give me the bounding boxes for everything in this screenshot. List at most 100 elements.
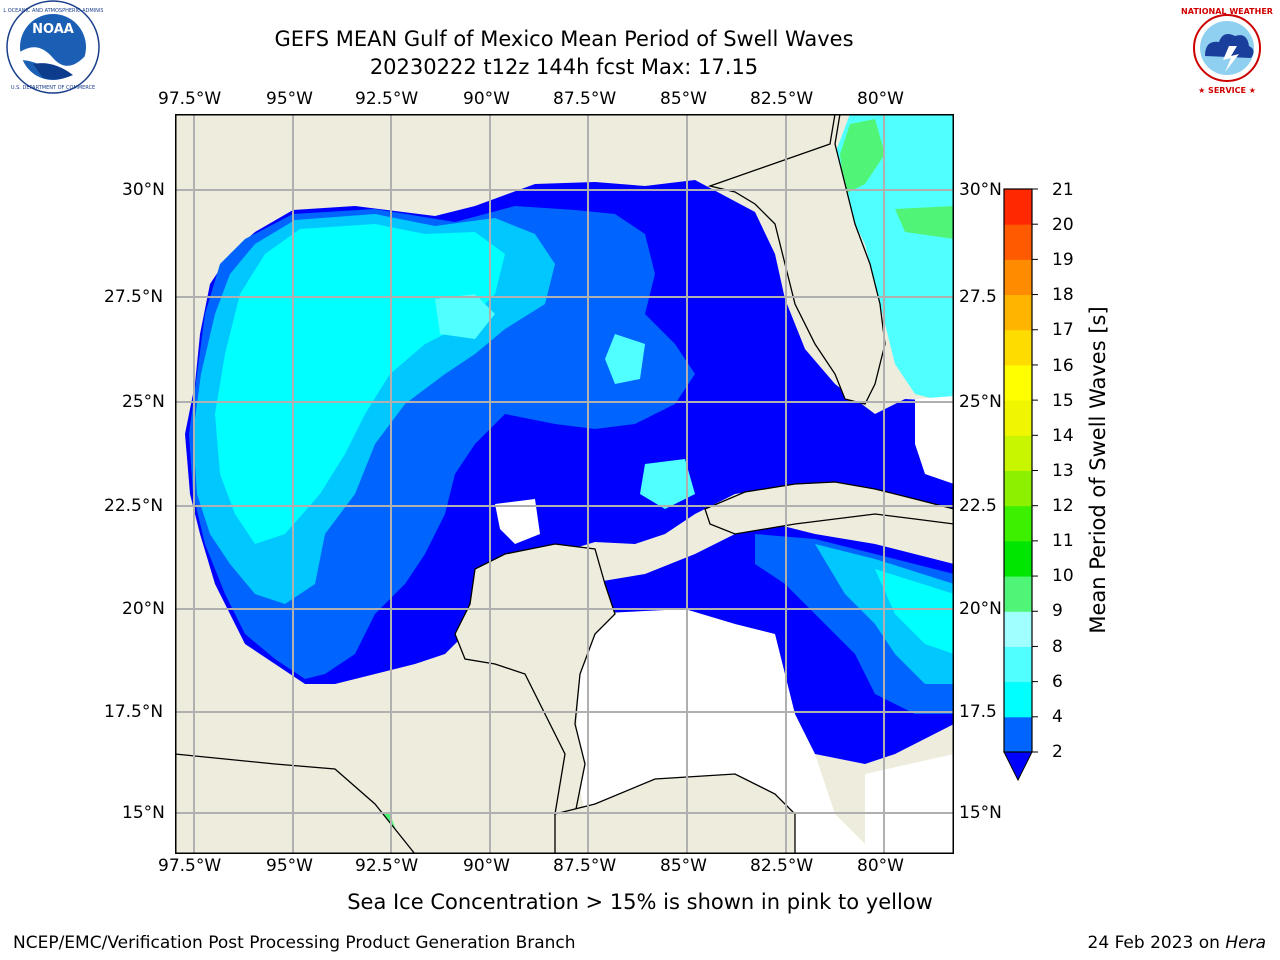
nws-logo: NATIONAL WEATHER ★ SERVICE ★ <box>1175 0 1279 100</box>
colorbar-segment <box>1004 611 1032 647</box>
florida-land <box>707 114 954 405</box>
svg-text:NATIONAL OCEANIC AND ATMOSPHER: NATIONAL OCEANIC AND ATMOSPHERIC ADMINIS… <box>3 8 103 14</box>
lat-label: 25°N <box>122 392 165 412</box>
central-america-land <box>175 753 416 854</box>
colorbar-tick: 17 <box>1052 320 1074 340</box>
colorbar-segment <box>1004 224 1032 260</box>
chart-title: GEFS MEAN Gulf of Mexico Mean Period of … <box>274 27 854 51</box>
colorbar-segment <box>1004 435 1032 471</box>
lat-label: 30°N <box>122 180 165 200</box>
run-host: Hera <box>1225 933 1266 953</box>
colorbar-tick: 16 <box>1052 356 1074 376</box>
colorbar-tick: 6 <box>1052 672 1063 692</box>
colorbar-segment <box>1004 576 1032 612</box>
lon-label: 87.5°W <box>553 856 617 876</box>
lon-label: 92.5°W <box>355 89 419 109</box>
lat-label: 30°N <box>959 180 1002 200</box>
lat-label: 25°N <box>959 392 1002 412</box>
swell-6-8-zone <box>215 224 505 544</box>
chart-subtitle: 20230222 t12z 144h fcst Max: 17.15 <box>369 55 759 79</box>
colorbar-tick: 11 <box>1052 531 1074 551</box>
run-date-text: 24 Feb 2023 on <box>1087 933 1220 953</box>
svg-text:NATIONAL WEATHER: NATIONAL WEATHER <box>1181 7 1273 16</box>
colorbar-segment <box>1004 259 1032 296</box>
lon-label: 95°W <box>266 856 313 876</box>
colorbar-segment <box>1004 716 1032 753</box>
colorbar-tick: 2 <box>1052 742 1063 762</box>
lon-label: 90°W <box>463 89 510 109</box>
colorbar-segment <box>1004 329 1032 366</box>
lon-label: 90°W <box>463 856 510 876</box>
lat-label: 17.5°N <box>104 702 164 722</box>
colorbar-tick: 12 <box>1052 496 1074 516</box>
lon-label: 80°W <box>857 856 904 876</box>
svg-text:★ SERVICE ★: ★ SERVICE ★ <box>1198 86 1256 95</box>
colorbar-tick: 18 <box>1052 285 1074 305</box>
no-data-area <box>865 754 954 854</box>
sea-ice-note: Sea Ice Concentration > 15% is shown in … <box>347 890 933 914</box>
colorbar-tick: 9 <box>1052 601 1063 621</box>
colorbar <box>1000 186 1050 786</box>
colorbar-segment <box>1004 470 1032 507</box>
colorbar-title: Mean Period of Swell Waves [s] <box>1086 306 1110 634</box>
colorbar-tick: 20 <box>1052 215 1074 235</box>
lat-label: 22.5°N <box>104 496 164 516</box>
lon-label: 80°W <box>857 89 904 109</box>
colorbar-tick: 4 <box>1052 707 1063 727</box>
swell-8-9-patch <box>435 294 495 339</box>
lon-label: 97.5°W <box>158 89 222 109</box>
run-date: 24 Feb 2023 on Hera <box>1088 933 1266 953</box>
lon-label: 95°W <box>266 89 313 109</box>
noaa-logo: NOAA NATIONAL OCEANIC AND ATMOSPHERIC AD… <box>0 0 125 100</box>
map-panel <box>175 114 954 854</box>
colorbar-segment <box>1004 646 1032 683</box>
credit-text: NCEP/EMC/Verification Post Processing Pr… <box>13 933 576 953</box>
colorbar-tick: 8 <box>1052 637 1063 657</box>
lat-label: 22.5 <box>959 496 997 516</box>
colorbar-tick: 13 <box>1052 461 1074 481</box>
lat-label: 27.5°N <box>104 287 164 307</box>
lat-label: 15°N <box>959 803 1002 823</box>
lon-label: 82.5°W <box>750 89 814 109</box>
lon-label: 82.5°W <box>750 856 814 876</box>
colorbar-segment <box>1004 681 1032 718</box>
colorbar-tick: 15 <box>1052 391 1074 411</box>
colorbar-tick: 14 <box>1052 426 1074 446</box>
colorbar-graphic <box>1003 188 1038 782</box>
colorbar-segment <box>1004 400 1032 436</box>
yucatan-land <box>454 543 616 815</box>
map-frame <box>175 114 954 854</box>
graticule <box>175 114 954 854</box>
colorbar-tick: 10 <box>1052 566 1074 586</box>
swell-8-9-patch <box>605 334 645 384</box>
swell-8-9-patch <box>640 459 695 509</box>
colorbar-segment <box>1004 364 1032 401</box>
lat-label: 20°N <box>959 599 1002 619</box>
lat-label: 20°N <box>122 599 165 619</box>
colorbar-tick: 19 <box>1052 250 1074 270</box>
caribbean-6-8-zone <box>875 569 954 654</box>
atlantic-green-patch <box>895 206 954 239</box>
lon-label: 85°W <box>660 856 707 876</box>
lat-label: 15°N <box>122 803 165 823</box>
colorbar-extend-arrow <box>1003 751 1033 782</box>
lon-label: 85°W <box>660 89 707 109</box>
colorbar-segment <box>1004 189 1032 225</box>
svg-text:U.S. DEPARTMENT OF COMMERCE: U.S. DEPARTMENT OF COMMERCE <box>11 85 95 91</box>
lat-label: 27.5 <box>959 287 997 307</box>
colorbar-segment <box>1004 540 1032 577</box>
cuba-land <box>704 481 954 535</box>
atlantic-ocean <box>835 114 954 404</box>
lon-label: 92.5°W <box>355 856 419 876</box>
map-canvas <box>175 114 954 854</box>
colorbar-segment <box>1004 294 1032 331</box>
colorbar-tick: 21 <box>1052 180 1074 200</box>
colorbar-segment <box>1004 505 1032 542</box>
atlantic-green-patch <box>840 119 885 194</box>
lon-label: 97.5°W <box>158 856 222 876</box>
no-data-area <box>495 499 540 544</box>
lon-label: 87.5°W <box>553 89 617 109</box>
lat-label: 17.5 <box>959 702 997 722</box>
no-data-area <box>915 396 954 484</box>
noaa-logo-text: NOAA <box>32 22 74 37</box>
